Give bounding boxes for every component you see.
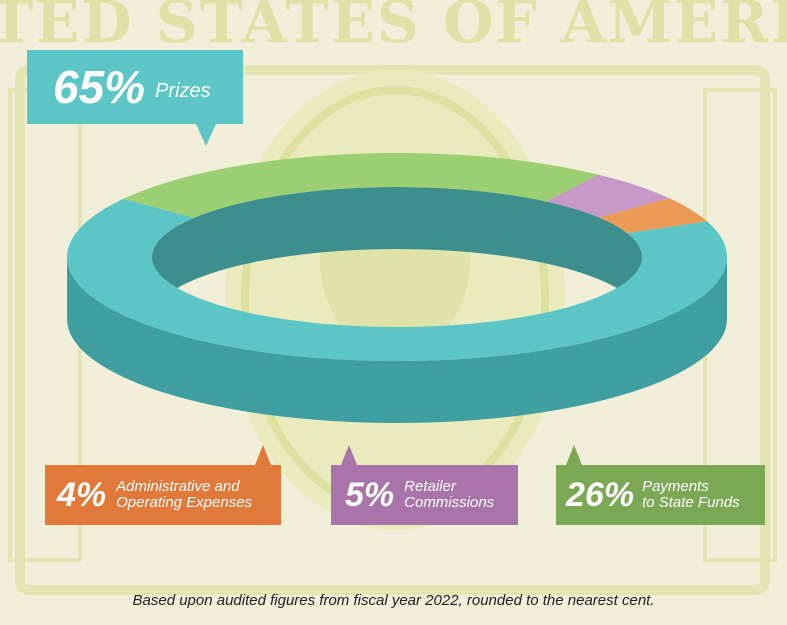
callout-prizes-pointer: [196, 124, 216, 146]
state-funds-percent: 26%: [566, 476, 635, 514]
callout-state-funds-pointer: [566, 445, 582, 465]
state-funds-label-line1: Payments: [642, 478, 709, 496]
callout-admin: 4% Administrative and Operating Expenses: [45, 465, 281, 525]
slice-top-retailer-commissions: [546, 174, 670, 218]
state-funds-label-line2: to State Funds: [642, 494, 740, 511]
admin-label-line1: Administrative and: [116, 478, 240, 496]
slice-side-prizes: [67, 257, 727, 423]
retailer-label-line2: Commissions: [404, 494, 495, 511]
state-funds-label: Payments to State Funds: [642, 479, 740, 511]
slice-top-prizes: [66, 198, 727, 361]
callout-retailer: 5% Retailer Commissions: [331, 465, 518, 525]
retailer-label-line1: Retailer: [404, 478, 456, 496]
donut-sides: [67, 187, 727, 423]
watermark-text: TED STATES OF AMERIC: [0, 0, 787, 56]
callout-retailer-pointer: [341, 445, 357, 465]
callout-state-funds: 26% Payments to State Funds: [556, 465, 765, 525]
donut-inner-wall: [152, 187, 642, 319]
donut-top: [66, 153, 727, 361]
retailer-label: Retailer Commissions: [404, 479, 494, 511]
callout-prizes: 65% Prizes: [27, 50, 243, 124]
retailer-percent: 5%: [345, 476, 395, 514]
slice-top-payments-to-state-funds: [123, 153, 599, 218]
admin-percent: 4%: [57, 476, 107, 514]
footnote: Based upon audited figures from fiscal y…: [132, 592, 655, 609]
callout-admin-pointer: [255, 445, 271, 465]
prizes-label: Prizes: [155, 79, 211, 102]
admin-label: Administrative and Operating Expenses: [116, 479, 252, 511]
admin-label-line2: Operating Expenses: [116, 494, 253, 511]
prizes-percent: 65%: [53, 61, 146, 113]
slice-top-administrative-and-operating-expenses: [599, 198, 708, 234]
